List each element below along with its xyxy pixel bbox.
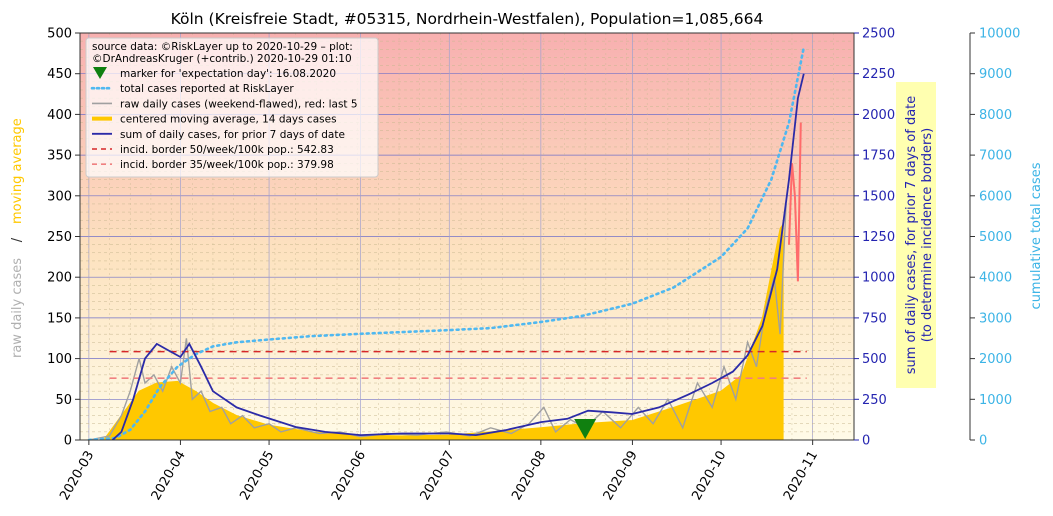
x-axis-tick-label: 2020-10 [689, 449, 729, 504]
legend: source data: ©RiskLayer up to 2020-10-29… [85, 37, 379, 178]
x-axis-tick-label: 2020-06 [329, 449, 369, 504]
legend-box [85, 37, 379, 178]
right-axis-tick-label: 0 [862, 434, 870, 449]
left-axis-tick-label: 0 [64, 434, 72, 449]
x-axis-tick-label: 2020-09 [601, 449, 641, 504]
right-axis-tick-label: 2000 [862, 108, 895, 123]
x-axis-tick-label: 2020-08 [509, 449, 549, 504]
cumulative-axis-tick-label: 10000 [979, 27, 1020, 42]
x-axis-tick-label: 2020-07 [418, 449, 458, 504]
cumulative-axis-tick-label: 4000 [979, 271, 1012, 286]
right-axis-tick-label: 500 [862, 352, 887, 367]
left-axis-tick-label: 150 [47, 311, 72, 326]
x-axis-tick-label: 2020-05 [237, 449, 277, 504]
right-axis-tick-label: 1750 [862, 149, 895, 164]
right-axis-tick-label: 750 [862, 311, 887, 326]
left-axis-tick-label: 50 [55, 393, 72, 408]
left-axis-tick-label: 100 [47, 352, 72, 367]
expectation-day-marker [574, 419, 597, 439]
left-axis-tick-label: 200 [47, 271, 72, 286]
axes: 0501001502002503003504004505000250500750… [47, 27, 1020, 504]
legend-entry-label: incid. border 50/week/100k pop.: 542.83 [120, 144, 334, 156]
cumulative-axis-tick-label: 0 [979, 434, 987, 449]
left-axis-tick-label: 400 [47, 108, 72, 123]
raw-daily-cases-last5-line [788, 122, 802, 282]
raw-daily-cases-line [88, 203, 787, 440]
left-axis-tick-label: 250 [47, 230, 72, 245]
x-axis-tick-label: 2020-11 [781, 449, 821, 504]
right-axis-tick-label: 1500 [862, 189, 895, 204]
seven-day-sum-line [111, 73, 805, 440]
chart-title: Köln (Kreisfreie Stadt, #05315, Nordrhei… [171, 10, 764, 28]
left-axis-label-avg: moving average [10, 118, 25, 224]
cumulative-axis-tick-label: 8000 [979, 108, 1012, 123]
right-axis-tick-label: 2500 [862, 27, 895, 42]
left-axis-label-sep: / [10, 237, 25, 242]
legend-header-line: source data: ©RiskLayer up to 2020-10-29… [92, 41, 353, 53]
cumulative-axis-tick-label: 7000 [979, 149, 1012, 164]
right-axis-tick-label: 250 [862, 393, 887, 408]
cumulative-axis-tick-label: 6000 [979, 189, 1012, 204]
moving-average-area [102, 222, 784, 440]
cumulative-axis-tick-label: 3000 [979, 311, 1012, 326]
right-axis-tick-label: 1000 [862, 271, 895, 286]
cumulative-axis-tick-label: 9000 [979, 67, 1012, 82]
legend-entry-label: incid. border 35/week/100k pop.: 379.98 [120, 159, 334, 171]
right-axis-label-line1: sum of daily cases, for prior 7 days of … [904, 96, 919, 375]
left-axis-tick-label: 450 [47, 67, 72, 82]
left-axis-tick-label: 300 [47, 189, 72, 204]
left-axis-tick-label: 350 [47, 149, 72, 164]
cumulative-axis-label: cumulative total cases [1029, 162, 1044, 309]
x-axis-tick-label: 2020-04 [149, 449, 189, 504]
left-axis-label-raw: raw daily cases [10, 258, 25, 358]
cumulative-axis-tick-label: 1000 [979, 393, 1012, 408]
legend-header-line: ©DrAndreasKruger (+contrib.) 2020-10-29 … [92, 53, 352, 65]
cumulative-axis-tick-label: 5000 [979, 230, 1012, 245]
legend-entry-label: centered moving average, 14 days cases [120, 114, 337, 126]
right-axis-label-box [896, 82, 936, 388]
legend-entry-label: total cases reported at RiskLayer [120, 83, 294, 95]
legend-entry-label: marker for 'expectation day': 16.08.2020 [120, 68, 336, 80]
right-axis-label-line2: (to determine incidence borders) [920, 128, 935, 343]
cumulative-axis-tick-label: 2000 [979, 352, 1012, 367]
cumulative-cases-line [87, 45, 806, 440]
legend-marker-symbol [93, 67, 107, 79]
legend-entry-label: raw daily cases (weekend-flawed), red: l… [120, 98, 358, 110]
legend-entry-label: sum of daily cases, for prior 7 days of … [120, 129, 345, 141]
plot-marks [87, 45, 807, 440]
x-axis-tick-label: 2020-03 [57, 449, 97, 504]
right-axis-tick-label: 1250 [862, 230, 895, 245]
left-axis-tick-label: 500 [47, 27, 72, 42]
right-axis-tick-label: 2250 [862, 67, 895, 82]
